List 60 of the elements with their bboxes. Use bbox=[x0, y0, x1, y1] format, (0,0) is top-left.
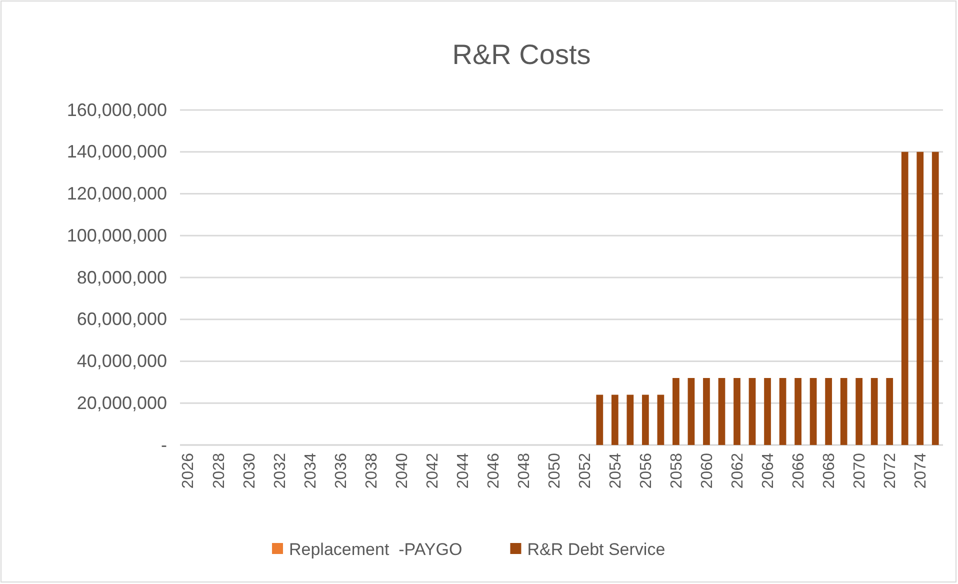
bar bbox=[688, 378, 695, 445]
x-tick-label: 2072 bbox=[882, 452, 900, 489]
y-tick-label: - bbox=[161, 434, 167, 455]
x-tick-label: 2048 bbox=[516, 452, 533, 489]
x-tick-label: 2062 bbox=[730, 452, 747, 489]
x-tick-label: 2046 bbox=[485, 452, 502, 489]
x-tick-label: 2064 bbox=[760, 452, 778, 489]
bar bbox=[734, 378, 740, 445]
bar bbox=[901, 152, 908, 445]
bar bbox=[779, 378, 786, 445]
bar bbox=[870, 378, 878, 445]
bar bbox=[657, 394, 664, 445]
bar bbox=[810, 378, 817, 445]
bar bbox=[764, 378, 771, 445]
y-tick-label: 100,000,000 bbox=[66, 225, 167, 246]
y-tick-label: 160,000,000 bbox=[66, 100, 167, 120]
bar bbox=[718, 378, 726, 445]
x-tick-label: 2052 bbox=[576, 452, 594, 489]
x-tick-label: 2036 bbox=[332, 452, 350, 489]
bar bbox=[626, 394, 634, 445]
legend-label: Replacement -PAYGO bbox=[289, 540, 462, 559]
bar bbox=[672, 378, 680, 445]
x-tick-label: 2044 bbox=[454, 452, 472, 489]
bar bbox=[916, 152, 924, 445]
x-tick-label: 2054 bbox=[608, 452, 625, 489]
x-tick-label: 2058 bbox=[668, 452, 686, 489]
bar bbox=[856, 378, 863, 445]
x-tick-label: 2070 bbox=[852, 452, 869, 489]
chart-title: R&R Costs bbox=[452, 39, 591, 70]
bar bbox=[886, 378, 894, 445]
x-tick-label: 2032 bbox=[272, 452, 289, 489]
bar bbox=[611, 394, 618, 445]
bar bbox=[840, 378, 848, 445]
bar bbox=[794, 378, 802, 445]
bar bbox=[642, 394, 649, 445]
x-tick-label: 2074 bbox=[912, 452, 930, 489]
bar bbox=[596, 394, 604, 445]
y-tick-label: 140,000,000 bbox=[66, 142, 167, 162]
x-tick-label: 2066 bbox=[790, 452, 808, 489]
x-tick-label: 2056 bbox=[638, 452, 656, 489]
y-tick-label: 80,000,000 bbox=[76, 267, 167, 288]
y-tick-label: 40,000,000 bbox=[76, 351, 167, 372]
bar bbox=[932, 152, 939, 445]
bar bbox=[825, 378, 832, 445]
y-tick-label: 120,000,000 bbox=[66, 184, 167, 204]
y-tick-label: 20,000,000 bbox=[76, 392, 167, 413]
x-tick-label: 2026 bbox=[180, 452, 198, 489]
x-tick-label: 2068 bbox=[821, 452, 838, 489]
bar bbox=[703, 378, 710, 445]
x-tick-label: 2028 bbox=[210, 452, 228, 489]
x-tick-label: 2060 bbox=[699, 452, 716, 489]
x-tick-label: 2042 bbox=[424, 452, 442, 489]
x-tick-label: 2040 bbox=[394, 452, 411, 489]
x-tick-label: 2034 bbox=[302, 452, 320, 489]
y-tick-label: 60,000,000 bbox=[76, 309, 167, 330]
bar bbox=[748, 378, 756, 445]
x-tick-label: 2030 bbox=[241, 452, 258, 489]
x-tick-label: 2038 bbox=[363, 452, 380, 489]
x-tick-label: 2050 bbox=[546, 452, 564, 489]
legend-label: R&R Debt Service bbox=[527, 540, 666, 559]
